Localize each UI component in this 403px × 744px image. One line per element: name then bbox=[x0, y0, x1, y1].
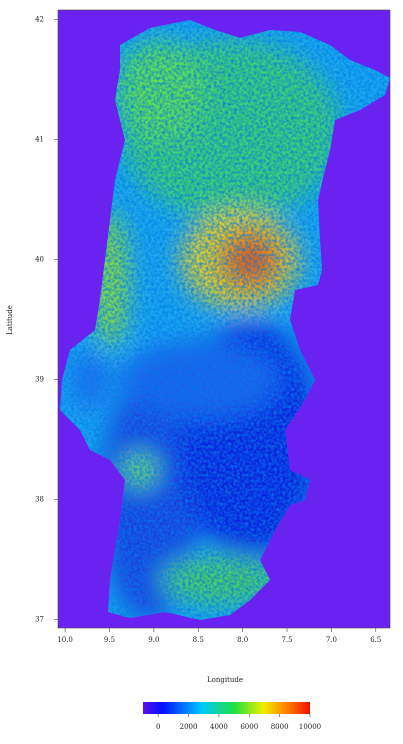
x-tick-label: 7.5 bbox=[281, 636, 292, 644]
x-tick-label: 9.5 bbox=[104, 636, 115, 644]
colorbar-tick-label: 8000 bbox=[271, 723, 289, 731]
x-tick-label: 8.5 bbox=[193, 636, 204, 644]
x-tick-label: 9.0 bbox=[148, 636, 159, 644]
colorbar-tick-label: 10000 bbox=[299, 723, 321, 731]
x-axis-label: Longitude bbox=[207, 676, 243, 684]
y-tick-label: 42 bbox=[35, 16, 44, 24]
y-tick-label: 40 bbox=[35, 256, 44, 264]
y-axis-label: Latitude bbox=[6, 305, 14, 335]
x-tick-label: 10.0 bbox=[57, 636, 73, 644]
colorbar-tick-label: 0 bbox=[156, 723, 160, 731]
y-tick-label: 37 bbox=[35, 616, 44, 624]
y-tick-label: 39 bbox=[35, 376, 44, 384]
colorbar bbox=[143, 702, 310, 714]
y-tick-label: 41 bbox=[35, 136, 44, 144]
x-tick-label: 6.5 bbox=[370, 636, 381, 644]
x-tick-label: 7.0 bbox=[326, 636, 337, 644]
y-tick-label: 38 bbox=[35, 496, 44, 504]
map-figure: Latitude Longitude 10.0 9.5 9.0 8.5 8.0 7.5 7.… bbox=[0, 0, 403, 740]
colorbar-tick-label: 6000 bbox=[240, 723, 258, 731]
colorbar-tick-label: 2000 bbox=[180, 723, 198, 731]
x-tick-label: 8.0 bbox=[237, 636, 248, 644]
colorbar-tick-label: 4000 bbox=[210, 723, 228, 731]
